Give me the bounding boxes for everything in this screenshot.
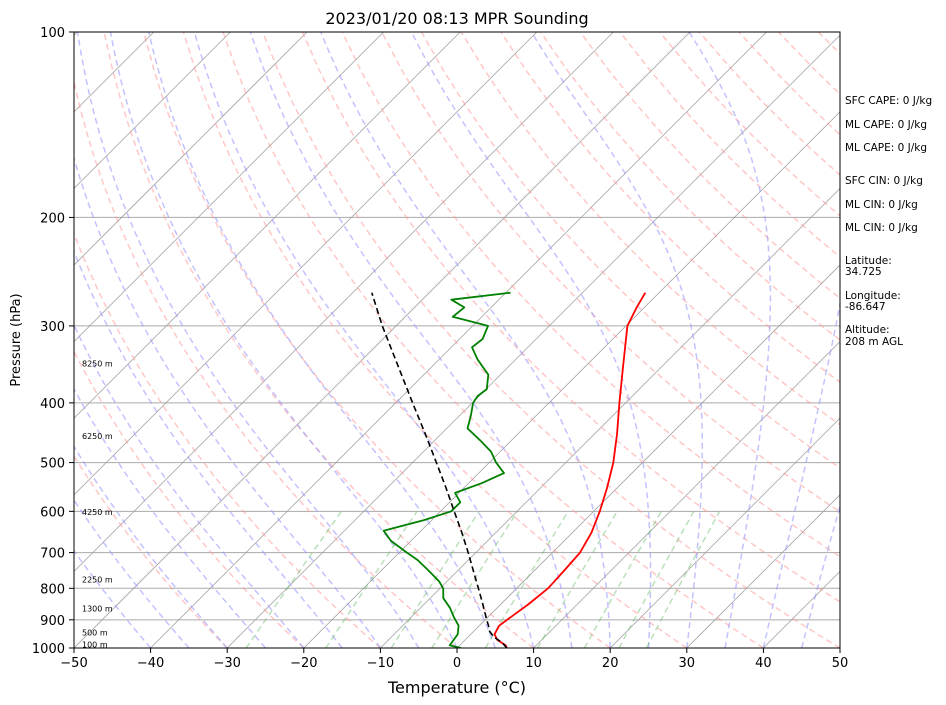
- isotherm-line: [226, 34, 840, 648]
- y-tick-label: 500: [40, 457, 65, 472]
- x-tick-label: −20: [290, 656, 317, 671]
- mixing-ratio-line: [618, 510, 695, 648]
- height-labels: 100 m 500 m 1300 m 2250 m 4250 m 6250 m 8250 m: [82, 359, 113, 649]
- annotation-text: -86.647: [845, 301, 886, 313]
- height-label: 8250 m: [82, 359, 113, 368]
- x-tick-label: 40: [755, 656, 772, 671]
- height-label: 100 m: [82, 640, 108, 649]
- x-tick-label: −10: [367, 656, 394, 671]
- isotherm-line: [74, 32, 538, 496]
- isotherm-line: [74, 32, 231, 189]
- x-tick-label: 30: [679, 656, 696, 671]
- dry-adiabat-line: [74, 231, 381, 648]
- mixing-ratio-line: [431, 510, 519, 648]
- chart-title: 2023/01/20 08:13 MPR Sounding: [325, 9, 588, 28]
- height-label: 4250 m: [82, 508, 113, 517]
- annotation-text: Altitude:: [845, 324, 890, 336]
- x-tick-label: 10: [525, 656, 542, 671]
- annotation-text: ML CIN: 0 J/kg: [845, 222, 918, 234]
- isotherm-line: [686, 494, 840, 648]
- x-tick-label: −40: [137, 656, 164, 671]
- moist-adiabat-line: [249, 32, 573, 648]
- annotation-text: ML CAPE: 0 J/kg: [845, 119, 927, 131]
- moist-adiabat-line: [410, 32, 652, 648]
- mixing-ratio-line: [325, 510, 418, 648]
- moist-adiabat-line: [148, 32, 497, 648]
- moist-adiabat-line: [688, 32, 772, 648]
- dry-adiabat-line: [143, 32, 611, 648]
- dry-adiabat-line: [262, 32, 840, 648]
- mixing-ratio-line: [583, 510, 663, 648]
- moist-adiabat-line: [320, 32, 611, 648]
- dewpoint-profile: [382, 291, 511, 648]
- x-tick-label: −30: [213, 656, 240, 671]
- isotherm-line: [380, 187, 840, 648]
- mixing-ratio-line: [645, 510, 721, 648]
- y-tick-label: 900: [40, 614, 65, 629]
- isotherm-line: [74, 32, 691, 648]
- moist-adiabat-line: [74, 155, 382, 648]
- annotation-text: SFC CIN: 0 J/kg: [845, 175, 923, 187]
- dry-adiabat-line: [74, 78, 458, 648]
- isotherm-line: [74, 32, 384, 343]
- y-tick-label: 700: [40, 547, 65, 562]
- isotherm-line: [303, 111, 840, 648]
- height-label: 2250 m: [82, 575, 113, 584]
- x-tick-label: 20: [602, 656, 619, 671]
- x-tick-label: 50: [832, 656, 849, 671]
- mixing-ratio-line: [390, 510, 480, 648]
- y-tick-label: 800: [40, 582, 65, 597]
- mixing-ratio-line: [536, 510, 618, 648]
- y-tick-label: 400: [40, 397, 65, 412]
- sounding-profiles: [371, 291, 647, 648]
- annotation-text: Longitude:: [845, 290, 901, 302]
- moist-adiabat-line: [74, 445, 228, 648]
- isotherm-line: [74, 32, 308, 266]
- annotation-text: 208 m AGL: [845, 336, 903, 348]
- y-axis-label: Pressure (hPa): [9, 293, 24, 386]
- moist-adiabat-line: [109, 32, 458, 648]
- dry-adiabat-line: [579, 32, 840, 300]
- moist-adiabat-line: [76, 32, 420, 648]
- annotations: SFC CAPE: 0 J/kg ML CAPE: 0 J/kg ML CAPE: …: [845, 95, 932, 348]
- moist-adiabat-line: [193, 32, 535, 648]
- background-grid: [74, 32, 840, 648]
- annotation-text: ML CAPE: 0 J/kg: [845, 142, 927, 154]
- moist-adiabat-line: [762, 300, 840, 648]
- isotherm-line: [74, 32, 614, 572]
- height-label: 1300 m: [82, 605, 113, 614]
- mixing-ratio-line: [245, 510, 343, 648]
- y-axis: 1000 900 800 700 600 500 400 300 200 100: [32, 26, 74, 657]
- annotation-text: 34.725: [845, 266, 882, 278]
- x-tick-label: 0: [453, 656, 461, 671]
- dry-adiabat-line: [103, 32, 535, 648]
- isotherm-line: [456, 264, 840, 648]
- moist-adiabat-line: [74, 249, 343, 648]
- temperature-profile: [493, 292, 647, 648]
- y-tick-label: 600: [40, 505, 65, 520]
- dry-adiabat-line: [182, 32, 688, 648]
- x-axis-label: Temperature (°C): [387, 678, 526, 697]
- isotherm-line: [609, 417, 840, 648]
- isotherm-line: [533, 341, 840, 648]
- y-tick-label: 200: [40, 211, 65, 226]
- x-axis: −50 −40 −30 −20 −10 0 10 20 30 40 50: [60, 648, 848, 671]
- y-tick-label: 100: [40, 26, 65, 41]
- y-tick-label: 1000: [32, 642, 65, 657]
- isotherm-line: [74, 32, 461, 419]
- annotation-text: Latitude:: [845, 255, 892, 267]
- dry-adiabat-line: [74, 349, 305, 648]
- isotherm-line: [150, 32, 767, 648]
- moist-adiabat-line: [530, 32, 704, 648]
- y-tick-label: 300: [40, 320, 65, 335]
- moist-adiabat-line: [800, 503, 840, 648]
- annotation-text: ML CIN: 0 J/kg: [845, 199, 918, 211]
- x-tick-label: −50: [60, 656, 87, 671]
- height-label: 500 m: [82, 629, 108, 638]
- height-label: 6250 m: [82, 432, 113, 441]
- annotation-text: SFC CAPE: 0 J/kg: [845, 95, 932, 107]
- parcel-profile: [371, 292, 508, 648]
